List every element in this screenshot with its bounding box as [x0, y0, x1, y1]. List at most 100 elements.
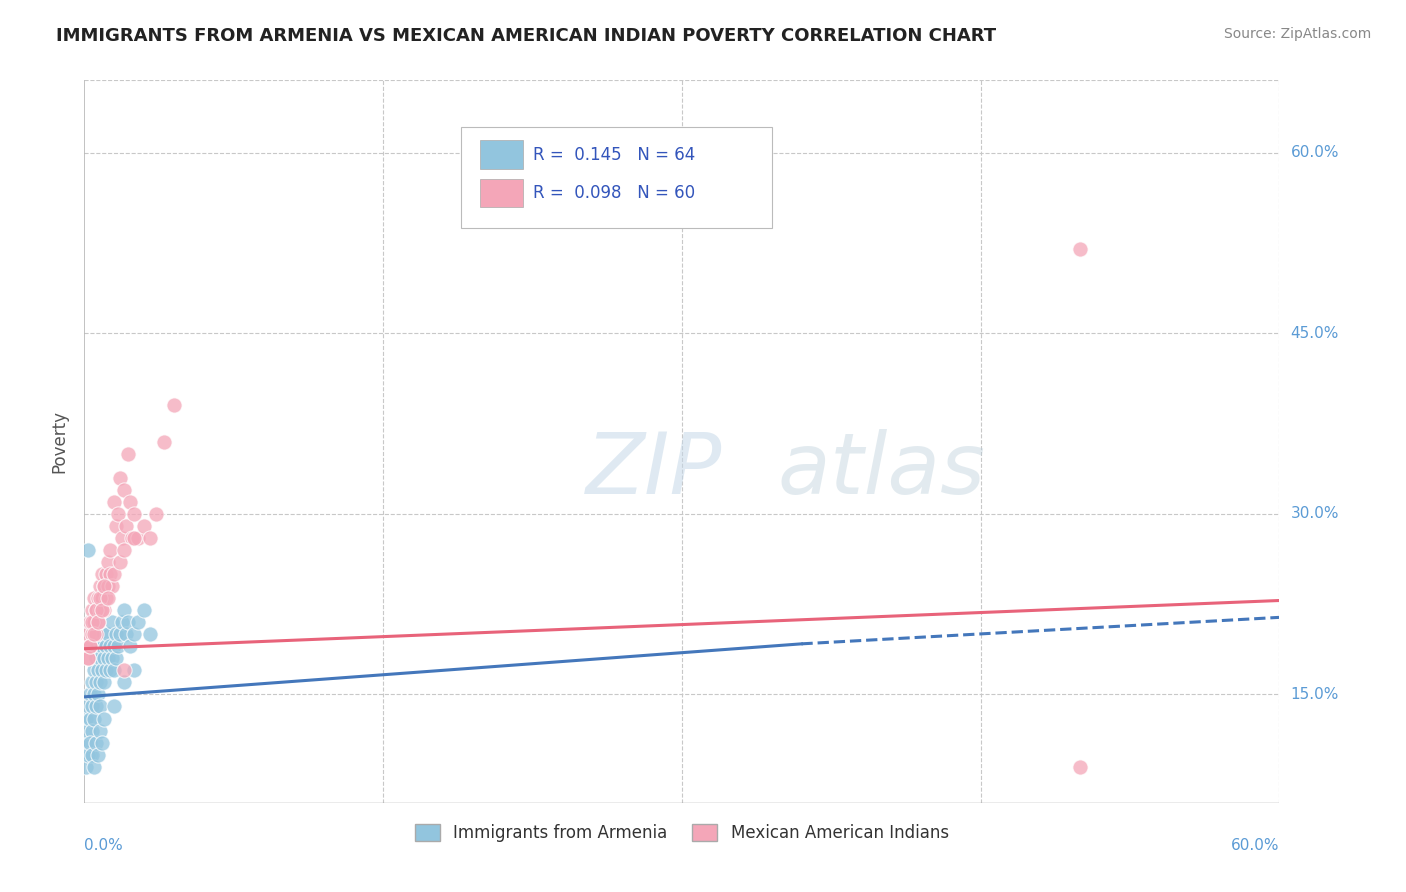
Point — [96, 639, 118, 653]
Point — [96, 567, 118, 582]
Point — [110, 471, 132, 485]
Y-axis label: Poverty: Poverty — [51, 410, 69, 473]
Point — [89, 591, 111, 606]
Point — [117, 447, 139, 461]
FancyBboxPatch shape — [479, 178, 523, 208]
Point — [87, 639, 110, 653]
Text: 15.0%: 15.0% — [1291, 687, 1339, 702]
Point — [111, 531, 134, 545]
Point — [82, 747, 104, 762]
Point — [82, 699, 104, 714]
Point — [91, 567, 114, 582]
Point — [93, 603, 115, 617]
Text: 60.0%: 60.0% — [1291, 145, 1339, 160]
Point — [120, 639, 142, 653]
Point — [86, 603, 108, 617]
Point — [96, 664, 118, 678]
Point — [75, 712, 97, 726]
Point — [103, 639, 125, 653]
Point — [101, 615, 124, 630]
Point — [86, 627, 108, 641]
Text: 60.0%: 60.0% — [1232, 838, 1279, 853]
Point — [1069, 760, 1091, 774]
Point — [97, 651, 120, 665]
Point — [77, 651, 100, 665]
Point — [83, 712, 105, 726]
Point — [132, 519, 156, 533]
Point — [127, 531, 149, 545]
Point — [103, 664, 125, 678]
Point — [83, 627, 105, 641]
Point — [103, 567, 125, 582]
Point — [77, 627, 100, 641]
Point — [110, 627, 132, 641]
Point — [112, 664, 135, 678]
Point — [139, 531, 162, 545]
Point — [77, 747, 100, 762]
Text: 0.0%: 0.0% — [84, 838, 124, 853]
Point — [89, 723, 111, 738]
Point — [91, 639, 114, 653]
Point — [112, 542, 135, 557]
Point — [79, 687, 101, 701]
Text: ZIP: ZIP — [586, 429, 723, 512]
Point — [89, 699, 111, 714]
Point — [98, 542, 121, 557]
Point — [83, 664, 105, 678]
Point — [87, 615, 110, 630]
Point — [82, 615, 104, 630]
Point — [101, 579, 124, 593]
Point — [77, 651, 100, 665]
Text: R =  0.098   N = 60: R = 0.098 N = 60 — [533, 184, 695, 202]
Point — [97, 579, 120, 593]
Point — [91, 591, 114, 606]
Point — [93, 579, 115, 593]
Point — [86, 651, 108, 665]
Point — [98, 567, 121, 582]
Point — [115, 519, 138, 533]
Point — [82, 603, 104, 617]
Point — [86, 675, 108, 690]
Point — [87, 664, 110, 678]
Point — [103, 494, 125, 508]
Point — [122, 664, 145, 678]
Point — [98, 664, 121, 678]
Point — [107, 507, 129, 521]
Point — [83, 591, 105, 606]
Point — [79, 712, 101, 726]
Point — [96, 591, 118, 606]
Point — [107, 639, 129, 653]
Point — [86, 735, 108, 749]
Point — [93, 675, 115, 690]
Point — [111, 615, 134, 630]
Point — [153, 434, 176, 449]
Text: 45.0%: 45.0% — [1291, 326, 1339, 341]
Point — [89, 603, 111, 617]
Point — [89, 675, 111, 690]
FancyBboxPatch shape — [479, 140, 523, 169]
Point — [127, 615, 149, 630]
Point — [75, 639, 97, 653]
Point — [82, 723, 104, 738]
Point — [117, 615, 139, 630]
Point — [163, 398, 186, 412]
Point — [122, 531, 145, 545]
Point — [87, 687, 110, 701]
Point — [112, 603, 135, 617]
Point — [87, 615, 110, 630]
Point — [105, 651, 128, 665]
Point — [86, 699, 108, 714]
Point — [112, 675, 135, 690]
Point — [122, 627, 145, 641]
Point — [121, 531, 143, 545]
Point — [79, 747, 101, 762]
Point — [1069, 242, 1091, 256]
Point — [79, 735, 101, 749]
Point — [139, 627, 162, 641]
Text: IMMIGRANTS FROM ARMENIA VS MEXICAN AMERICAN INDIAN POVERTY CORRELATION CHART: IMMIGRANTS FROM ARMENIA VS MEXICAN AMERI… — [56, 27, 997, 45]
Point — [93, 712, 115, 726]
Text: R =  0.145   N = 64: R = 0.145 N = 64 — [533, 145, 695, 164]
Point — [110, 555, 132, 569]
Point — [120, 494, 142, 508]
Text: atlas: atlas — [778, 429, 986, 512]
